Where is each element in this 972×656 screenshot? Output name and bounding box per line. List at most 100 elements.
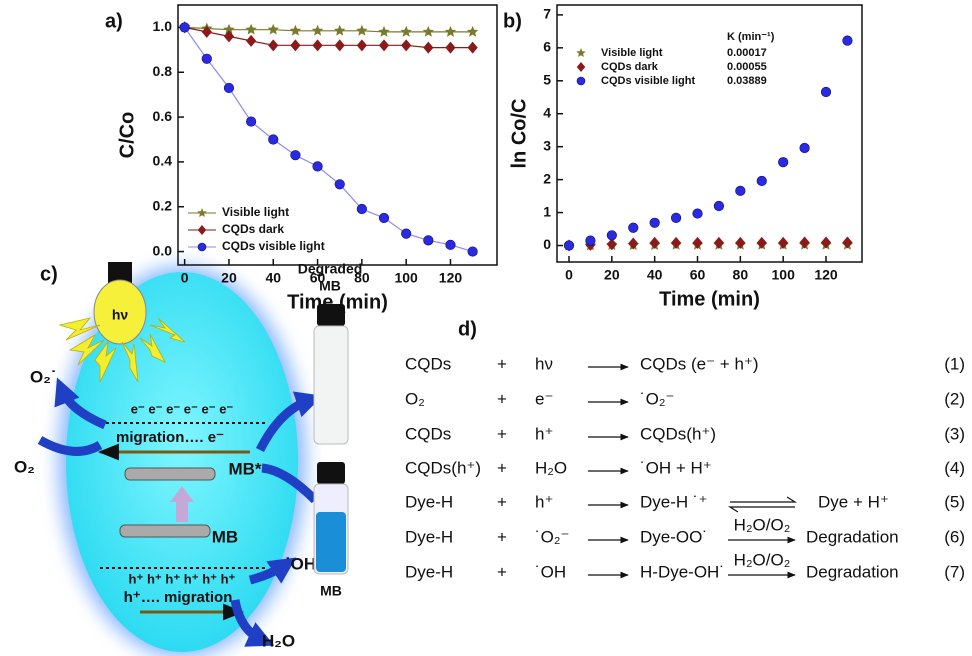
vial-liquid bbox=[316, 512, 346, 572]
reactant: Dye-H bbox=[405, 492, 453, 511]
marker bbox=[313, 162, 323, 172]
marker bbox=[671, 213, 681, 223]
marker bbox=[671, 237, 681, 249]
marker bbox=[245, 24, 256, 35]
y-tick-label: 0 bbox=[543, 236, 551, 252]
product: Degradation bbox=[806, 562, 899, 581]
reactant: O₂ bbox=[405, 389, 425, 408]
y-tick-label: 0.6 bbox=[153, 108, 173, 124]
marker bbox=[736, 186, 746, 196]
y-tick-label: 7 bbox=[543, 6, 551, 22]
marker bbox=[268, 135, 278, 145]
condition: H₂O/O₂ bbox=[734, 515, 791, 534]
marker bbox=[290, 25, 301, 36]
panel-label: b) bbox=[503, 10, 522, 32]
marker bbox=[799, 237, 809, 249]
vial bbox=[314, 326, 348, 444]
marker bbox=[290, 39, 300, 51]
reactant: CQDs bbox=[405, 354, 451, 373]
marker bbox=[628, 238, 638, 250]
x-tick-label: 0 bbox=[565, 267, 573, 283]
marker bbox=[401, 26, 412, 37]
marker bbox=[224, 30, 234, 42]
marker bbox=[379, 213, 389, 223]
legend-marker bbox=[198, 225, 207, 235]
product: Degradation bbox=[806, 527, 899, 546]
marker bbox=[778, 157, 788, 167]
legend-label: CQDs dark bbox=[601, 61, 659, 73]
vial-cap bbox=[317, 462, 345, 484]
marker bbox=[757, 237, 767, 249]
reactant: ˙O₂⁻ bbox=[535, 527, 569, 546]
product: CQDs (e⁻ + h⁺) bbox=[640, 354, 759, 373]
x-tick-label: 0 bbox=[181, 270, 189, 286]
y-tick-label: 2 bbox=[543, 170, 551, 186]
plus: + bbox=[497, 354, 507, 373]
equation-number: (2) bbox=[944, 389, 965, 408]
mb-star: MB* bbox=[228, 459, 261, 478]
panel-label: c) bbox=[40, 263, 58, 285]
legend-header: K (min⁻¹) bbox=[727, 31, 775, 43]
marker bbox=[468, 247, 478, 257]
equation-number: (3) bbox=[944, 424, 965, 443]
x-tick-label: 60 bbox=[690, 267, 706, 283]
water: H₂O bbox=[262, 631, 295, 650]
marker bbox=[735, 237, 745, 249]
marker bbox=[692, 237, 702, 249]
legend-label: CQDs visible light bbox=[601, 75, 695, 87]
condition: H₂O/O₂ bbox=[734, 550, 791, 569]
marker bbox=[650, 218, 660, 228]
marker bbox=[607, 231, 617, 241]
y-tick-label: 1.0 bbox=[153, 18, 173, 34]
holes: h⁺ h⁺ h⁺ h⁺ h⁺ h⁺ bbox=[129, 571, 236, 586]
y-tick-label: 4 bbox=[543, 104, 551, 120]
equation-number: (4) bbox=[944, 458, 965, 477]
marker bbox=[423, 26, 434, 37]
marker bbox=[268, 24, 279, 35]
marker bbox=[202, 54, 212, 64]
electrons: e⁻ e⁻ e⁻ e⁻ e⁻ e⁻ bbox=[131, 401, 234, 416]
x-tick-label: 40 bbox=[265, 270, 281, 286]
y-tick-label: 1 bbox=[543, 203, 551, 219]
marker bbox=[446, 240, 456, 250]
marker bbox=[564, 241, 574, 251]
product: Dye + H⁺ bbox=[818, 492, 889, 511]
equation-number: (7) bbox=[944, 562, 965, 581]
legend-label: CQDs visible light bbox=[222, 239, 325, 253]
panel-label: a) bbox=[105, 10, 123, 32]
figure: c) hν e⁻ e⁻ e⁻ e⁻ e⁻ e⁻ migration…. e⁻ M… bbox=[0, 0, 972, 656]
product: Dye-OO˙ bbox=[640, 527, 708, 546]
y-axis-label: ln Co/C bbox=[508, 99, 530, 169]
marker bbox=[335, 39, 345, 51]
x-tick-label: 80 bbox=[354, 270, 370, 286]
marker bbox=[312, 25, 323, 36]
legend-k: 0.03889 bbox=[727, 75, 767, 87]
panel-label: d) bbox=[458, 318, 477, 340]
marker bbox=[180, 23, 190, 33]
marker bbox=[445, 42, 455, 54]
marker bbox=[356, 25, 367, 36]
x-tick-label: 120 bbox=[814, 267, 838, 283]
reactant: h⁺ bbox=[535, 492, 553, 511]
marker bbox=[468, 42, 478, 54]
diagram: c) hν e⁻ e⁻ e⁻ e⁻ e⁻ e⁻ migration…. e⁻ M… bbox=[14, 261, 362, 656]
marker bbox=[357, 39, 367, 51]
equilibrium-arrow bbox=[730, 497, 795, 512]
x-tick-label: 20 bbox=[221, 270, 237, 286]
plus: + bbox=[497, 527, 507, 546]
plus: + bbox=[497, 458, 507, 477]
marker bbox=[335, 180, 345, 190]
marker bbox=[757, 176, 767, 186]
marker bbox=[379, 39, 389, 51]
marker bbox=[650, 237, 660, 249]
y-tick-label: 5 bbox=[543, 71, 551, 87]
x-tick-label: 20 bbox=[604, 267, 620, 283]
legend-marker bbox=[197, 208, 207, 217]
page: {"chart_data": [ {"type": "line", "title… bbox=[0, 0, 972, 656]
y-tick-label: 6 bbox=[543, 39, 551, 55]
x-tick-label: 100 bbox=[772, 267, 796, 283]
legend-label: Visible light bbox=[222, 205, 289, 219]
y-axis-label: C/Co bbox=[116, 112, 138, 159]
equation-number: (5) bbox=[944, 492, 965, 511]
y-tick-label: 0.0 bbox=[153, 242, 173, 258]
